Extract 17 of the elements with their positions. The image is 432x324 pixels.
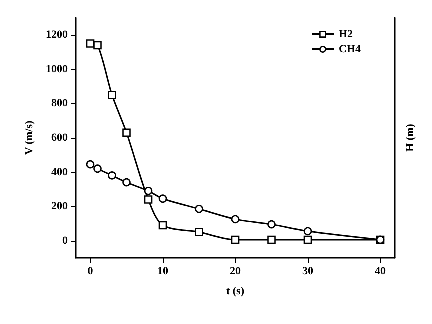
y-tick-label: 600: [52, 132, 68, 144]
x-tick-label: 0: [88, 266, 94, 278]
y-tick-label: 0: [62, 234, 68, 247]
x-tick-label: 40: [375, 266, 386, 278]
y-tick-label: 1000: [46, 63, 68, 76]
x-axis-title: t (s): [226, 286, 245, 298]
y-tick-label: 400: [52, 166, 68, 178]
legend-label: H2: [339, 28, 354, 40]
legend-label: CH4: [339, 44, 362, 56]
x-tick-label: 10: [158, 266, 169, 278]
x-tick-label: 30: [302, 266, 314, 278]
y-tick-label: 800: [52, 98, 68, 110]
y-tick-label: 200: [52, 200, 68, 213]
x-tick-label: 20: [230, 266, 242, 278]
y-tick-label: 1200: [46, 29, 68, 42]
y2-axis-title: H (m): [404, 124, 416, 152]
y-axis-title: V (m/s): [24, 120, 36, 156]
